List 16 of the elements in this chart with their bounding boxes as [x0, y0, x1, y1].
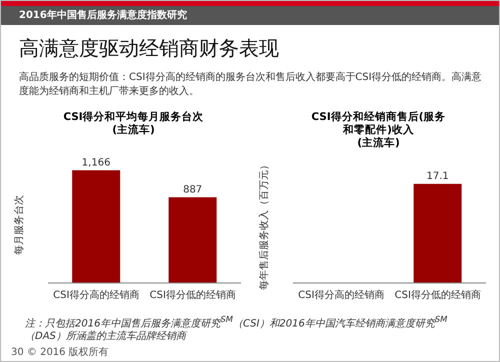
- x-tick-label: CSI得分低的经销商: [394, 289, 481, 302]
- x-tick-label: CSI得分低的经销商: [150, 289, 236, 302]
- data-label: 1,166: [82, 157, 110, 168]
- chart-title: CSI得分和经销商售后(服务和零配件)收入 (主流车): [310, 111, 447, 151]
- y-axis-title: 每年售后服务收入（百万元）: [258, 159, 271, 292]
- chart-title: CSI得分和平均每月服务台次 (主流车): [62, 111, 204, 138]
- text: 2016年中国售后服务满意度指数研究: [1, 6, 500, 25]
- text: 30 © 2016 版权所有: [11, 346, 109, 359]
- text: 高品质服务的短期价值：CSI得分高的经销商的服务台次和售后收入都要高于CSI得分低的经销商。高满意度能为经销商和主机厂带来更多的收入。: [19, 71, 483, 99]
- text: 高满意度驱动经销商财务表现: [19, 35, 279, 62]
- y-axis-title: 每月服务台次: [13, 194, 26, 257]
- x-tick-label: CSI得分高的经销商: [53, 289, 140, 302]
- data-label: 17.1: [426, 170, 449, 182]
- data-label: 887: [183, 184, 202, 196]
- text: 注：只包括2016年中国售后服务满意度研究$^{SM}$（CSI）和2016年中国汽车经销商满意度研究$^{SM}$（DAS）所涵盖的主流车品牌经销商: [25, 314, 448, 342]
- x-tick-label: CSI得分高的经销商: [298, 289, 384, 302]
